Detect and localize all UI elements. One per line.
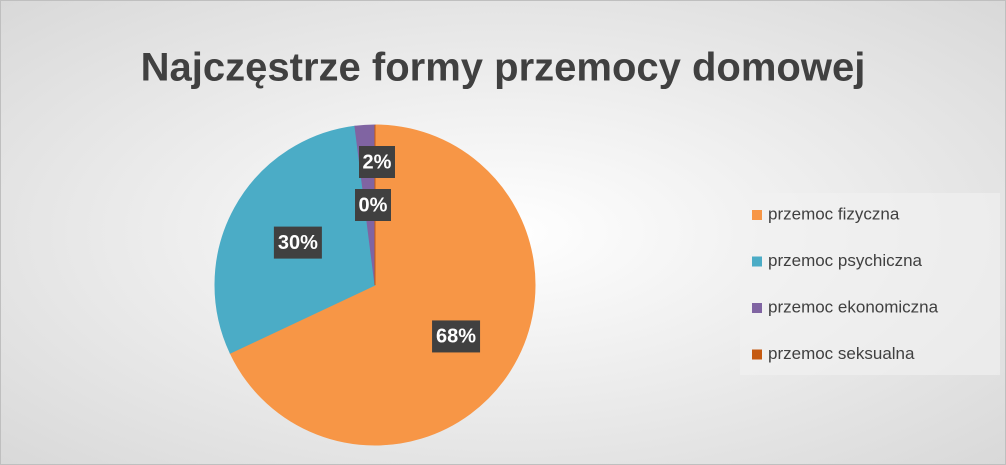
legend-swatch	[752, 210, 762, 220]
data-label-box	[355, 189, 391, 221]
data-label-box	[273, 226, 322, 259]
data-label: 2%	[363, 151, 392, 173]
chart-title: Najczęstrze formy przemocy domowej	[141, 46, 866, 90]
legend-label: przemoc seksualna	[768, 344, 915, 363]
data-label-box	[359, 146, 395, 178]
legend-label: przemoc ekonomiczna	[768, 297, 939, 316]
legend-swatch	[752, 303, 762, 313]
legend-swatch	[752, 256, 762, 267]
data-label: 0%	[359, 194, 388, 216]
legend-label: przemoc fizyczna	[768, 204, 900, 223]
pie-slice	[229, 124, 536, 446]
legend-box	[740, 193, 1000, 375]
legend-swatch	[752, 349, 762, 360]
data-label: 30%	[278, 232, 318, 254]
data-label-box	[432, 320, 481, 353]
data-label: 68%	[436, 326, 476, 348]
legend-label: przemoc psychiczna	[768, 251, 923, 270]
